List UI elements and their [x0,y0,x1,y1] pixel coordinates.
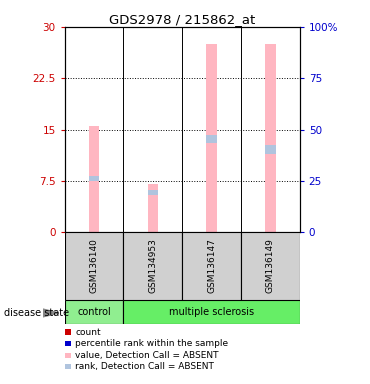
Bar [124,300,300,324]
Text: count: count [75,328,101,337]
Polygon shape [43,309,59,317]
Text: multiple sclerosis: multiple sclerosis [169,307,254,317]
Text: disease state: disease state [4,308,69,318]
Text: GSM136147: GSM136147 [207,238,216,293]
Bar [89,126,100,232]
Bar [241,232,300,300]
Text: rank, Detection Call = ABSENT: rank, Detection Call = ABSENT [75,362,214,371]
Bar [206,135,217,143]
Bar [265,44,276,232]
Text: GSM136149: GSM136149 [266,238,275,293]
Text: GSM134953: GSM134953 [148,238,157,293]
Bar [65,300,124,324]
Title: GDS2978 / 215862_at: GDS2978 / 215862_at [109,13,255,26]
Bar [182,232,241,300]
Bar [148,184,158,232]
Text: value, Detection Call = ABSENT: value, Detection Call = ABSENT [75,351,219,360]
Text: control: control [77,307,111,317]
Bar [148,190,158,195]
Text: percentile rank within the sample: percentile rank within the sample [75,339,228,348]
Bar [206,44,217,232]
Bar [124,232,182,300]
Bar [65,232,124,300]
Bar [265,145,276,154]
Bar [89,176,100,181]
Text: GSM136140: GSM136140 [90,238,99,293]
